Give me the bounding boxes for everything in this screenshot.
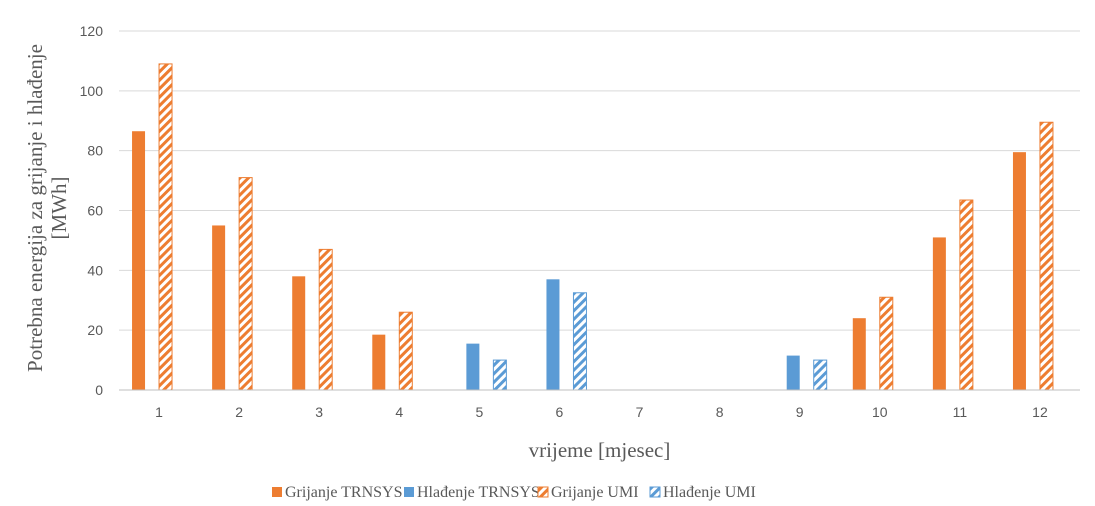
bar-grijanje-umi-10 xyxy=(879,296,894,391)
bar-grijanje-trnsys-11 xyxy=(932,237,946,390)
bar-grijanje-trnsys-10 xyxy=(852,318,866,390)
x-tick-label: 5 xyxy=(475,404,483,420)
legend-swatch xyxy=(272,487,282,497)
x-axis-title: vrijeme [mjesec] xyxy=(529,438,671,462)
legend-swatch xyxy=(537,486,549,498)
x-tick-label: 7 xyxy=(636,404,644,420)
bar-hlađenje-umi-5 xyxy=(492,359,507,391)
bar-grijanje-umi-4 xyxy=(398,311,413,391)
bar-grijanje-trnsys-2 xyxy=(212,225,226,390)
bar-grijanje-trnsys-12 xyxy=(1012,152,1026,390)
legend-label: Hlađenje UMI xyxy=(663,484,756,501)
y-axis-title: Potrebna energija za grijanje i hlađenje… xyxy=(23,44,71,372)
y-tick-label: 100 xyxy=(80,83,104,99)
bars xyxy=(132,63,1054,391)
bar-hlađenje-trnsys-9 xyxy=(786,355,800,390)
y-tick-labels: 0 20 40 60 80 100 120 xyxy=(80,23,104,398)
bar-grijanje-umi-1 xyxy=(158,63,173,391)
bar-hlađenje-umi-6 xyxy=(572,292,587,391)
bar-grijanje-umi-2 xyxy=(238,177,253,391)
legend: Grijanje TRNSYS Hlađenje TRNSYS Grijanje U… xyxy=(272,484,756,501)
legend-swatch xyxy=(649,486,661,498)
legend-swatch xyxy=(404,487,414,497)
y-tick-label: 120 xyxy=(80,23,104,39)
bar-hlađenje-trnsys-5 xyxy=(466,343,480,390)
bar-grijanje-umi-3 xyxy=(318,248,333,391)
y-axis-title-line-2: [MWh] xyxy=(47,177,71,240)
x-tick-label: 3 xyxy=(315,404,323,420)
x-tick-label: 12 xyxy=(1032,404,1048,420)
x-tick-label: 2 xyxy=(235,404,243,420)
y-axis-title-line-1: Potrebna energija za grijanje i hlađenje xyxy=(23,44,47,372)
y-tick-label: 0 xyxy=(95,382,103,398)
y-tick-label: 40 xyxy=(87,262,103,278)
x-tick-label: 8 xyxy=(716,404,724,420)
x-tick-label: 9 xyxy=(796,404,804,420)
legend-label: Grijanje UMI xyxy=(551,484,639,501)
bar-grijanje-umi-12 xyxy=(1039,121,1054,391)
bar-grijanje-umi-11 xyxy=(959,199,974,391)
x-tick-label: 4 xyxy=(395,404,403,420)
y-tick-label: 60 xyxy=(87,203,103,219)
x-tick-label: 6 xyxy=(556,404,564,420)
bar-hlađenje-trnsys-6 xyxy=(546,279,560,390)
bar-hlađenje-umi-9 xyxy=(813,359,828,391)
x-tick-label: 10 xyxy=(872,404,888,420)
bar-grijanje-trnsys-4 xyxy=(372,334,386,390)
x-tick-label: 1 xyxy=(155,404,163,420)
legend-label: Grijanje TRNSYS xyxy=(285,484,402,501)
x-tick-label: 11 xyxy=(953,404,968,420)
bar-grijanje-trnsys-1 xyxy=(132,131,146,391)
gridlines xyxy=(119,30,1080,331)
bar-grijanje-trnsys-3 xyxy=(292,276,306,390)
legend-label: Hlađenje TRNSYS xyxy=(417,484,540,501)
x-tick-labels: 1 2 3 4 5 6 7 8 9 10 11 12 xyxy=(155,404,1048,420)
y-tick-label: 20 xyxy=(87,322,103,338)
y-tick-label: 80 xyxy=(87,143,103,159)
